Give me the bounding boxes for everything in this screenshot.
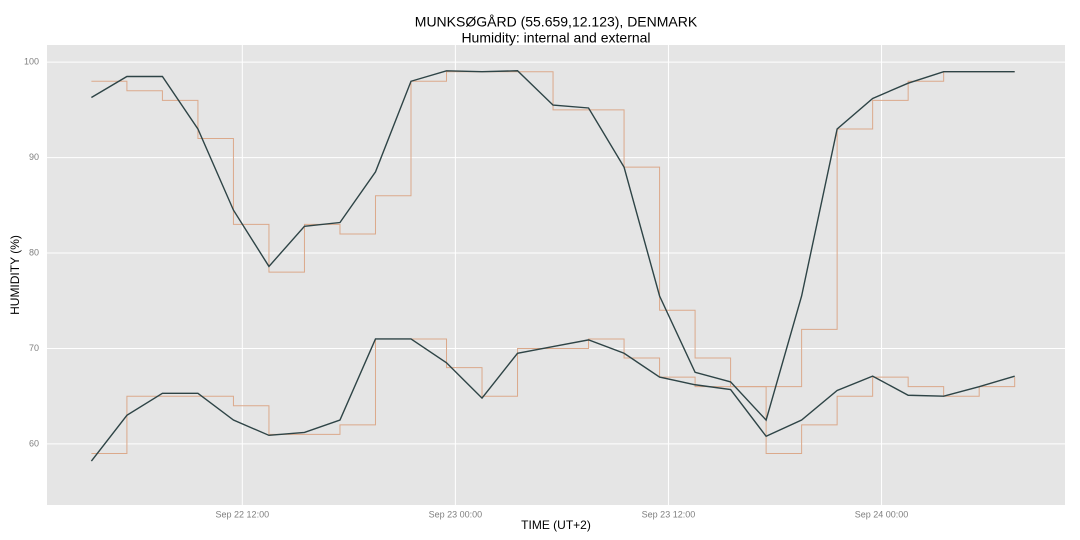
y-axis-label: HUMIDITY (%) — [8, 235, 22, 315]
y-tick-label: 60 — [29, 438, 39, 448]
x-axis-label: TIME (UT+2) — [521, 518, 591, 532]
y-tick-label: 80 — [29, 247, 39, 257]
chart-title: MUNKSØGÅRD (55.659,12.123), DENMARK — [415, 14, 698, 30]
raw-line — [91, 71, 1015, 388]
x-tick-label: Sep 22 12:00 — [216, 509, 270, 519]
chart-subtitle: Humidity: internal and external — [461, 30, 650, 46]
y-tick-label: 70 — [29, 343, 39, 353]
x-tick-label: Sep 23 00:00 — [429, 509, 483, 519]
smooth-line — [90, 338, 1015, 462]
y-tick-label: 90 — [29, 152, 39, 162]
smooth-line — [91, 70, 1015, 422]
x-tick-label: Sep 23 12:00 — [642, 509, 696, 519]
y-tick-label: 100 — [24, 57, 39, 67]
plot-background — [47, 45, 1065, 505]
x-tick-label: Sep 24 00:00 — [855, 509, 909, 519]
raw-line — [91, 338, 1016, 454]
